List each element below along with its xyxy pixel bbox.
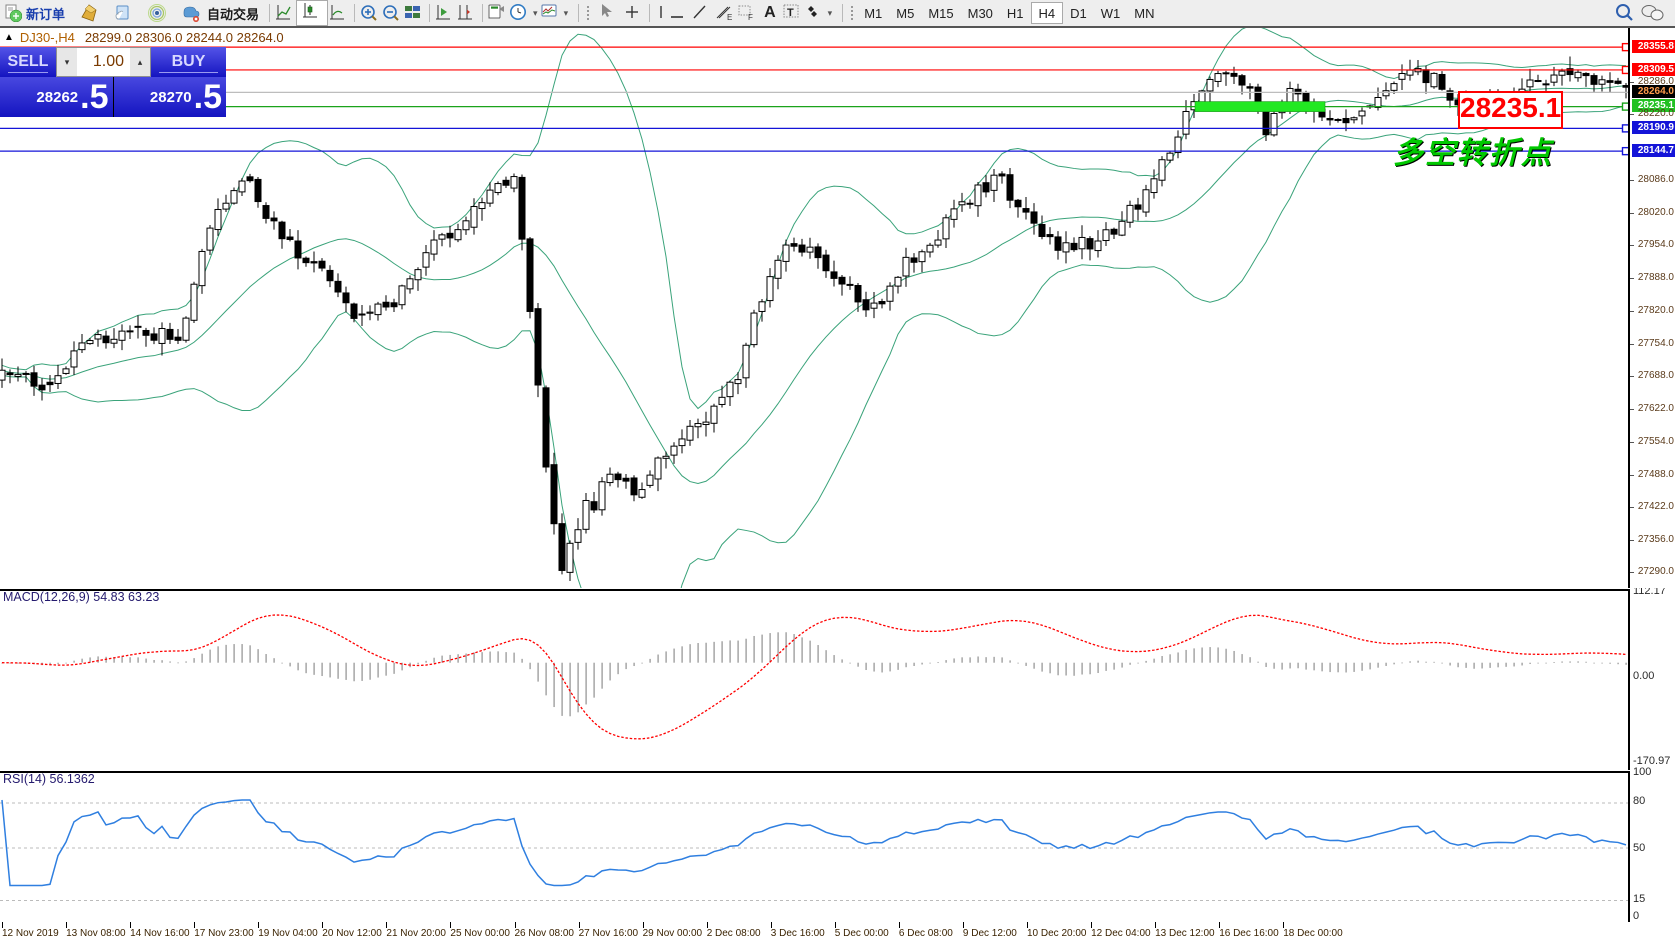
svg-text:T: T <box>787 7 794 19</box>
svg-text:E: E <box>727 13 732 22</box>
svg-text:F: F <box>748 13 753 22</box>
